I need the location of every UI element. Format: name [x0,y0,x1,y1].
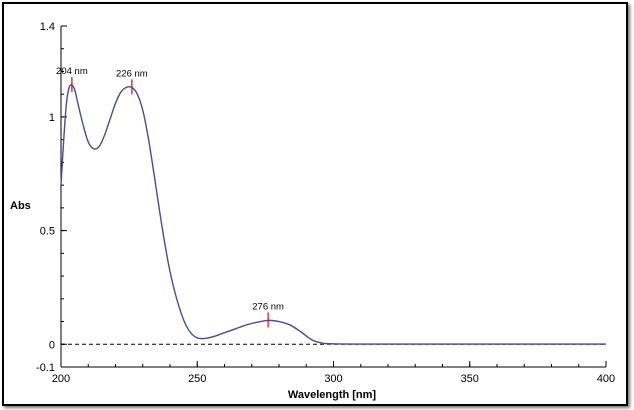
absorbance-series-line [60,84,606,345]
ticks: 200 250 300 350 400 -0.1 0 0.5 1 1.4 [36,21,615,385]
x-axis-title: Wavelength [nm] [288,389,377,401]
y-axis-title: Abs [10,200,31,212]
peak-label: 204 nm [56,66,88,77]
y-tick-label: 0 [49,339,55,351]
series-layer [60,84,606,345]
chart-frame [2,2,628,406]
x-tick-label: 400 [597,373,615,385]
peak-label: 276 nm [252,301,284,312]
peak-label: 226 nm [116,68,148,79]
x-tick-label: 350 [461,373,479,385]
x-tick-label: 300 [324,373,342,385]
y-tick-label: 1.4 [40,21,55,33]
peaks-layer: 204 nm 226 nm 276 nm [56,66,284,328]
y-tick-label: -0.1 [36,362,55,374]
x-tick-label: 250 [188,373,206,385]
y-tick-label: 0.5 [40,226,55,238]
x-tick-label: 200 [52,373,70,385]
y-tick-label: 1 [49,112,55,124]
